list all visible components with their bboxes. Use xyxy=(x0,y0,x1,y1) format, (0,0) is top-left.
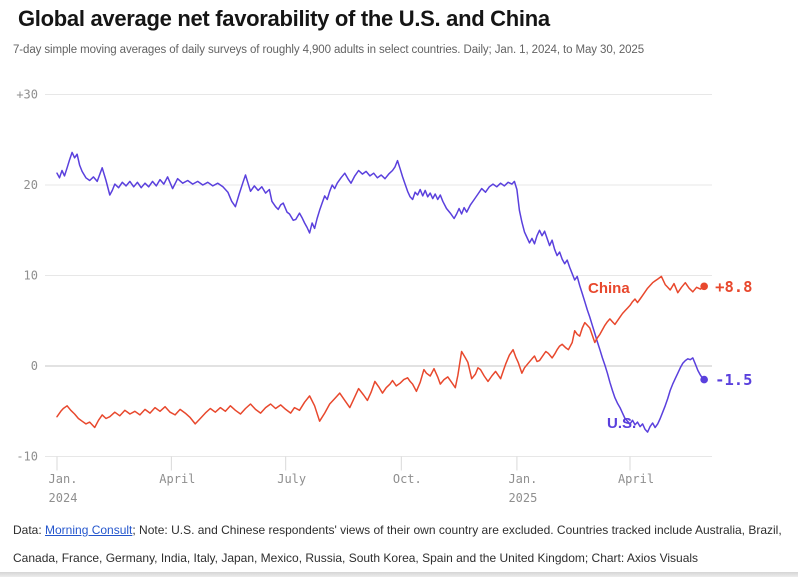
us-end-dot xyxy=(700,375,708,384)
x-axis-tick-label: April xyxy=(618,472,654,486)
china-line xyxy=(56,275,705,429)
chart-canvas: +30 20 10 0 -10 Jan. 2024 April July Oct. Jan. 2025… xyxy=(16,88,752,506)
x-axis-tick-year-label: 2025 xyxy=(508,491,537,505)
y-axis-tick-label: 20 xyxy=(24,178,38,192)
x-axis-tick-label: Jan. xyxy=(508,472,537,486)
chart-subtitle: 7-day simple moving averages of daily su… xyxy=(13,44,645,56)
x-axis-tick-label: April xyxy=(159,472,195,486)
china-end-dot xyxy=(700,282,708,291)
us-series-label: U.S. xyxy=(607,415,636,432)
x-axis-tick-year-label: 2024 xyxy=(49,491,78,505)
china-end-value-label: +8.8 xyxy=(715,278,752,296)
y-axis-tick-label: 0 xyxy=(31,359,38,373)
x-axis-tick-label: July xyxy=(277,472,306,486)
bottom-divider xyxy=(0,572,798,577)
us-line xyxy=(56,151,705,433)
line-chart: +30 20 10 0 -10 Jan. 2024 April July Oct. Jan. 2025… xyxy=(0,82,798,514)
footnote-note-text: ; Note: U.S. and Chinese respondents' vi… xyxy=(13,523,782,565)
us-end-value-label: -1.5 xyxy=(715,371,752,389)
y-axis-tick-label: 10 xyxy=(24,269,38,283)
page-title: Global average net favorability of the U… xyxy=(18,6,550,31)
y-axis-tick-label: -10 xyxy=(16,450,38,464)
china-series-label: China xyxy=(588,280,630,297)
x-axis-tick-label: Oct. xyxy=(393,472,422,486)
footnote-data-prefix: Data: xyxy=(13,523,46,537)
morning-consult-link[interactable]: Morning Consult xyxy=(45,523,133,537)
chart-footnote: Data: Morning Consult; Note: U.S. and Ch… xyxy=(13,516,793,572)
y-axis-tick-label: +30 xyxy=(16,88,38,102)
x-axis-tick-label: Jan. xyxy=(49,472,78,486)
